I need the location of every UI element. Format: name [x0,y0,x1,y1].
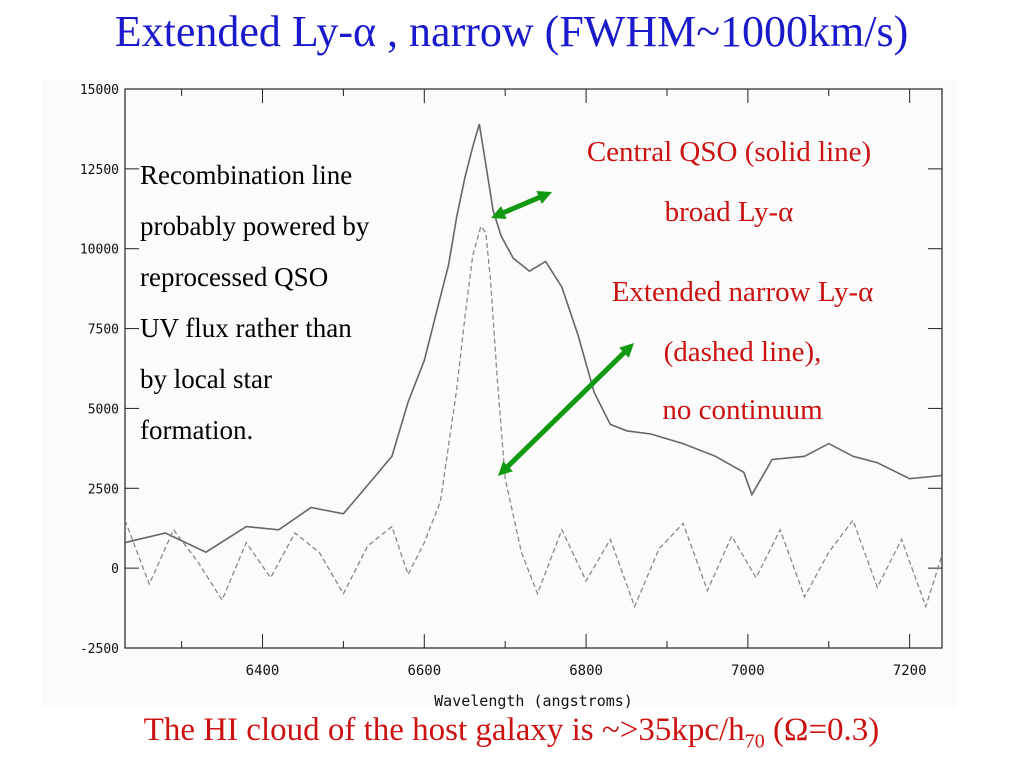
x-tick-label: 7000 [731,663,765,679]
x-tick-label: 7200 [893,663,927,679]
y-tick-label: -2500 [80,642,119,657]
footer-subscript: 70 [744,730,765,753]
extended-arrow [504,349,628,470]
extended-arrow-tail [498,461,513,476]
y-tick-label: 15000 [80,83,119,98]
plot-frame [124,88,943,649]
x-tick-label: 6800 [569,663,603,679]
note-line: probably powered by [140,211,370,241]
qso-arrow [500,194,543,216]
footer-caption: The HI cloud of the host galaxy is ~>35k… [0,712,1023,754]
note-line: Recombination line [140,160,353,190]
dashed-spectrum-line [125,224,942,609]
qso-annotation-line2: broad Ly-α [664,196,794,228]
title-main: Extended Ly-α , narrow [114,7,545,56]
extended-annotation-line2: (dashed line), [663,336,822,368]
y-tick-label: 7500 [88,323,119,338]
qso-annotation-line1: Central QSO (solid line) [586,136,872,168]
footer-tail: (Ω=0.3) [764,712,880,748]
y-tick-label: 0 [111,562,119,577]
y-tick-label: 12500 [80,163,119,178]
title-detail: (FWHM~1000km/s) [544,7,909,56]
note-line: formation. [140,415,254,445]
qso-arrow-head [536,191,552,204]
note-line: by local star [140,364,272,394]
extended-annotation: Extended narrow Ly-α [540,276,945,309]
qso-arrow-tail [491,206,507,219]
y-tick-label: 2500 [88,482,119,497]
extended-annotation-sub2: no continuum [540,394,945,427]
x-tick-label: 6400 [246,663,280,679]
y-tick-label: 5000 [88,402,119,417]
extended-arrow-head [619,343,634,358]
footer-text: The HI cloud of the host galaxy is ~>35k… [143,712,745,748]
extended-annotation-sub: (dashed line), [540,336,945,369]
y-tick-label: 10000 [80,243,119,258]
x-tick-label: 6600 [407,663,441,679]
qso-annotation-sub: broad Ly-α [528,196,930,229]
slide-title: Extended Ly-α , narrow (FWHM~1000km/s) [0,6,1023,57]
extended-annotation-line1: Extended narrow Ly-α [611,276,874,308]
note-line: UV flux rather than [140,313,352,343]
qso-annotation: Central QSO (solid line) [528,136,930,169]
extended-annotation-line3: no continuum [662,394,823,426]
plot-background [42,80,957,708]
solid-spectrum-line [125,123,942,554]
x-axis-label: Wavelength (angstroms) [434,692,633,710]
note-line: reprocessed QSO [140,262,329,292]
recombination-note: Recombination line probably powered by r… [140,150,460,456]
